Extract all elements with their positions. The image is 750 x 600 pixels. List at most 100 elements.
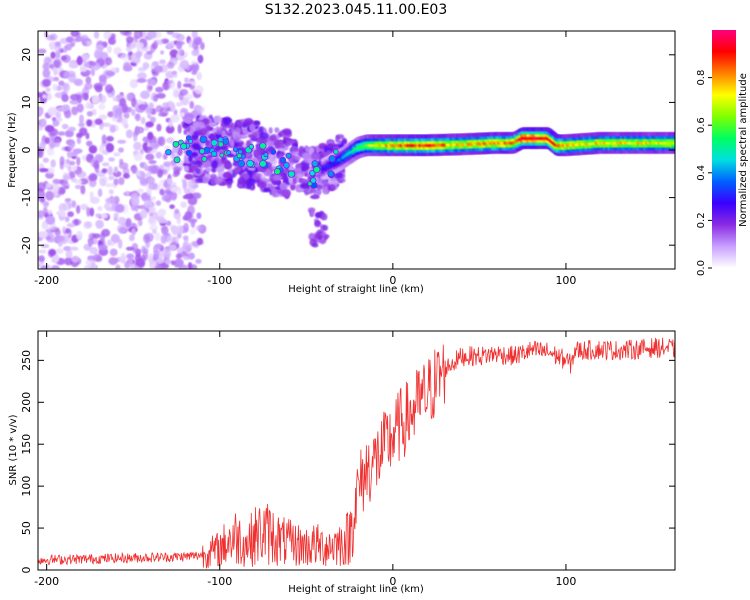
- signal-blob: [322, 224, 329, 231]
- spectrogram-y-label: Frequency (Hz): [7, 112, 18, 188]
- noise-blob: [61, 94, 69, 103]
- noise-blob: [182, 194, 191, 200]
- noise-blob: [141, 245, 147, 254]
- noise-blob: [182, 255, 191, 261]
- y-tick-label: -20: [20, 236, 33, 254]
- noise-blob: [125, 217, 132, 228]
- noise-blob: [180, 201, 187, 208]
- noise-blob: [40, 118, 47, 127]
- snr-y-ticks: 0 50 100 150 200 250: [20, 350, 675, 574]
- signal-blob: [242, 125, 248, 134]
- signal-knot: [248, 143, 255, 150]
- noise-blob: [148, 160, 157, 165]
- noise-blob: [99, 144, 105, 154]
- signal-blob: [229, 122, 235, 130]
- x-tick-label: 100: [555, 274, 576, 287]
- signal-blob: [211, 167, 217, 173]
- noise-blob: [46, 148, 55, 156]
- noise-blob: [183, 188, 191, 194]
- noise-blob: [76, 170, 87, 179]
- noise-blob: [179, 59, 190, 70]
- noise-blob: [146, 50, 154, 55]
- noise-blob: [133, 31, 143, 39]
- noise-blob: [172, 87, 181, 95]
- signal-blob: [226, 180, 232, 189]
- colorbar-label: Normalized spectral amplitude: [738, 73, 749, 227]
- signal-blob: [319, 179, 328, 185]
- signal-blob: [286, 139, 296, 145]
- noise-blob: [163, 248, 172, 258]
- noise-blob: [64, 198, 72, 203]
- noise-blob: [177, 80, 182, 90]
- noise-blob: [175, 102, 183, 107]
- signal-blob: [314, 219, 321, 227]
- noise-blob: [86, 207, 91, 217]
- signal-knot: [201, 156, 208, 163]
- signal-blob: [268, 134, 277, 142]
- noise-blob: [85, 101, 92, 109]
- noise-blob: [122, 65, 133, 72]
- noise-blob: [160, 234, 167, 244]
- noise-blob: [69, 246, 79, 251]
- noise-blob: [76, 31, 81, 38]
- noise-blob: [173, 166, 181, 175]
- noise-blob: [166, 178, 172, 186]
- x-tick-label: 100: [555, 575, 576, 588]
- noise-blob: [113, 46, 122, 55]
- noise-blob: [146, 82, 153, 93]
- noise-blob: [196, 72, 202, 81]
- noise-blob: [53, 187, 58, 197]
- colorbar-tick-label: 0.0: [696, 260, 707, 276]
- signal-blob: [298, 178, 309, 184]
- y-tick-label: 20: [20, 48, 33, 62]
- noise-blob: [187, 218, 198, 224]
- noise-blob: [140, 116, 146, 125]
- x-tick-label: 0: [389, 575, 396, 588]
- noise-blob: [42, 206, 48, 216]
- noise-blob: [154, 264, 163, 269]
- noise-blob: [134, 113, 141, 122]
- noise-blob: [38, 262, 42, 268]
- noise-blob: [39, 167, 49, 173]
- noise-blob: [107, 166, 114, 176]
- noise-blob: [83, 264, 94, 269]
- noise-blob: [98, 103, 106, 111]
- noise-blob: [97, 206, 103, 211]
- noise-blob: [81, 92, 89, 101]
- noise-blob: [167, 136, 175, 144]
- noise-blob: [38, 124, 44, 131]
- signal-blob: [182, 162, 193, 167]
- signal-blob: [205, 167, 214, 172]
- noise-blob: [75, 230, 83, 240]
- noise-blob: [71, 165, 78, 171]
- noise-blob: [160, 50, 165, 55]
- noise-blob: [135, 50, 142, 59]
- noise-blob: [108, 175, 115, 181]
- y-tick-label: -10: [20, 189, 33, 207]
- y-tick-label: 0: [20, 567, 33, 574]
- noise-blob: [169, 204, 175, 210]
- colorbar: 0.0 0.2 0.4 0.6 0.8 Normalized spectral ampl…: [696, 30, 749, 276]
- noise-blob: [104, 202, 111, 210]
- noise-blob: [50, 159, 56, 168]
- signal-blob: [215, 164, 225, 173]
- signal-blob: [200, 128, 208, 136]
- noise-blob: [117, 238, 123, 249]
- signal-knot: [237, 159, 246, 168]
- noise-blob: [61, 123, 69, 130]
- noise-blob: [105, 70, 116, 77]
- noise-blob: [60, 55, 67, 61]
- y-tick-label: 0: [20, 147, 33, 154]
- signal-blob: [206, 124, 211, 132]
- noise-blob: [55, 117, 63, 122]
- noise-blob: [123, 172, 130, 179]
- noise-blob: [128, 234, 135, 242]
- signal-blob: [263, 187, 271, 193]
- signal-knot: [198, 148, 206, 155]
- noise-blob: [174, 208, 180, 214]
- signal-blob: [223, 116, 232, 126]
- noise-blob: [80, 34, 89, 40]
- noise-blob: [170, 186, 179, 193]
- noise-blob: [93, 31, 100, 39]
